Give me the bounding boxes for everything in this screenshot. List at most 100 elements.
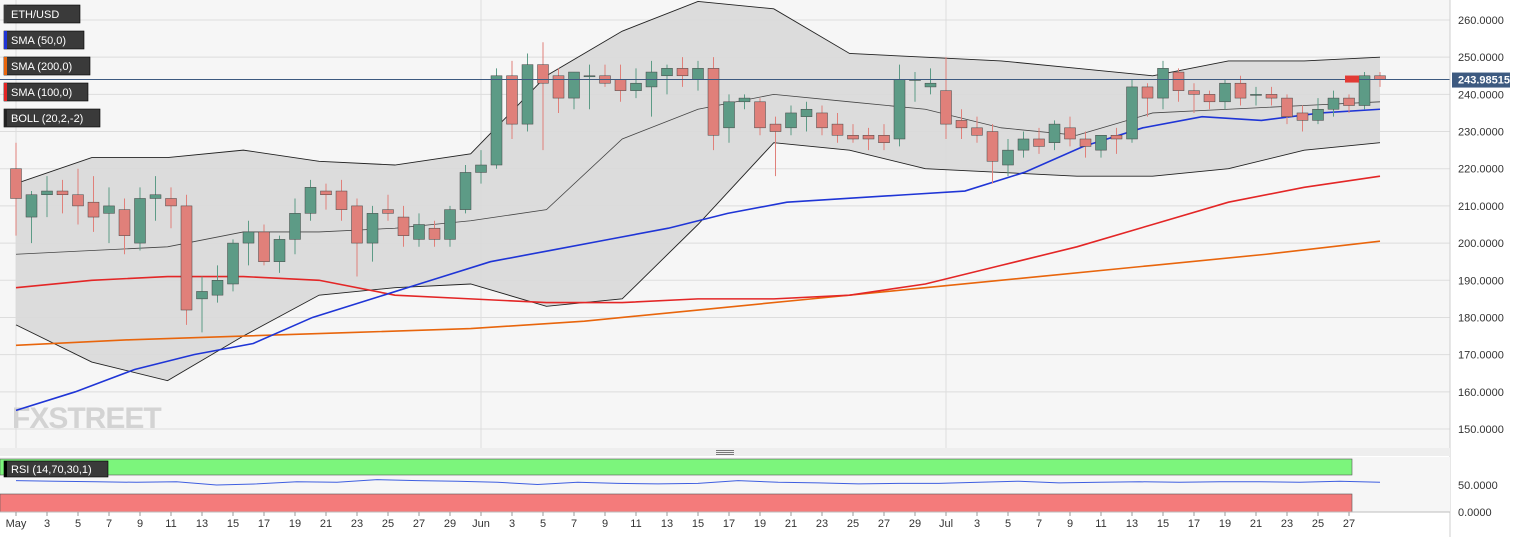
x-tick-label: 17	[723, 518, 735, 530]
price-tick-label: 190.0000	[1458, 275, 1504, 287]
x-tick-label: 27	[1343, 518, 1355, 530]
current-price-label	[1452, 72, 1510, 88]
legend-label: SMA (100,0)	[11, 87, 72, 99]
candle	[583, 64, 596, 110]
candle-body	[289, 213, 301, 240]
candle-body	[41, 190, 53, 196]
candle-body	[1312, 108, 1324, 121]
candle	[1281, 94, 1293, 125]
x-tick-label: 5	[1005, 518, 1011, 530]
legend-label: BOLL (20,2,-2)	[11, 113, 83, 125]
x-tick-label: 13	[661, 518, 673, 530]
candle	[1110, 127, 1123, 154]
indicator-legend[interactable]: SMA (200,0)	[3, 56, 91, 76]
candle-body	[521, 64, 534, 125]
candle	[1296, 105, 1309, 132]
indicator-legend[interactable]: SMA (50,0)	[3, 30, 85, 50]
candle	[1250, 86, 1262, 106]
candle	[118, 198, 131, 255]
candle-body	[754, 101, 766, 129]
candle	[1002, 138, 1014, 177]
indicator-legend[interactable]: SMA (100,0)	[3, 82, 89, 102]
candle-body	[1327, 97, 1340, 110]
candle-body	[831, 123, 844, 136]
candle-body	[25, 194, 38, 218]
legend-label: ETH/USD	[11, 9, 59, 21]
candle-body	[676, 68, 689, 77]
candle-body	[940, 90, 952, 125]
sma-200-line	[15, 240, 1381, 347]
candle	[862, 127, 875, 151]
candle	[1327, 90, 1340, 117]
candle-body	[10, 168, 22, 199]
candle	[1033, 127, 1045, 154]
price-tick-label: 160.0000	[1458, 387, 1504, 399]
rsi-legend[interactable]: RSI (14,70,30,1)	[3, 460, 109, 478]
candle-body	[924, 82, 937, 88]
candle-body	[1017, 138, 1030, 151]
candle-body	[971, 127, 983, 136]
splitter-handle-icon[interactable]	[716, 450, 734, 455]
candle	[335, 179, 348, 221]
candle	[304, 179, 317, 221]
candle	[289, 198, 301, 255]
x-tick-label: 3	[974, 518, 980, 530]
x-tick-label: 19	[289, 518, 301, 530]
candle	[1219, 79, 1231, 110]
candle	[676, 57, 689, 87]
x-tick-label: 21	[1250, 518, 1262, 530]
candle	[986, 124, 999, 184]
candle-body	[490, 75, 503, 166]
candle-body	[630, 82, 642, 91]
candle-body	[661, 68, 673, 77]
candle	[1064, 116, 1076, 147]
rsi-tick-label: 50.0000	[1458, 480, 1498, 492]
price-tick-label: 180.0000	[1458, 312, 1504, 324]
price-tick-label: 250.0000	[1458, 52, 1504, 64]
candle	[955, 109, 968, 139]
fxstreet-watermark: FXSTREET	[12, 402, 161, 435]
legend-label: SMA (50,0)	[11, 35, 66, 47]
candle-body	[413, 224, 425, 240]
symbol-legend[interactable]: ETH/USD	[3, 4, 81, 24]
candle	[738, 94, 751, 110]
candle	[971, 116, 983, 143]
x-tick-label: 7	[106, 518, 112, 530]
price-tick-label: 260.0000	[1458, 15, 1504, 27]
price-tick-label: 200.0000	[1458, 238, 1504, 250]
candle	[320, 183, 332, 210]
indicator-legend[interactable]: BOLL (20,2,-2)	[3, 108, 101, 128]
x-tick-label: 21	[785, 518, 797, 530]
candle	[242, 220, 255, 266]
candle	[1079, 131, 1092, 158]
candle-body	[459, 172, 472, 210]
candle	[444, 205, 456, 247]
candle-body	[1172, 71, 1185, 91]
sma-50-line	[15, 108, 1381, 412]
candle-body	[986, 131, 999, 162]
candle-body	[1079, 138, 1092, 147]
candle-body	[103, 205, 115, 214]
candle-body	[180, 205, 193, 311]
candle	[924, 68, 937, 95]
rsi-legend-label: RSI (14,70,30,1)	[11, 464, 92, 476]
candle-body	[1048, 123, 1061, 143]
legend-color-swatch	[4, 57, 7, 75]
x-tick-label: 11	[165, 518, 176, 530]
candle	[630, 68, 642, 99]
x-tick-label: 17	[258, 518, 270, 530]
candle	[258, 224, 270, 266]
candle	[1126, 79, 1138, 143]
candle-body	[955, 120, 968, 129]
x-tick-label: 19	[1219, 518, 1231, 530]
x-tick-label: 21	[320, 518, 332, 530]
candle-body	[707, 68, 720, 136]
price-tick-label: 210.0000	[1458, 201, 1504, 213]
candle	[1017, 131, 1030, 158]
candle	[1358, 72, 1371, 110]
x-tick-label: 23	[816, 518, 828, 530]
x-tick-label: 9	[1067, 518, 1073, 530]
candle-body	[769, 123, 782, 132]
candle-body	[862, 135, 875, 140]
